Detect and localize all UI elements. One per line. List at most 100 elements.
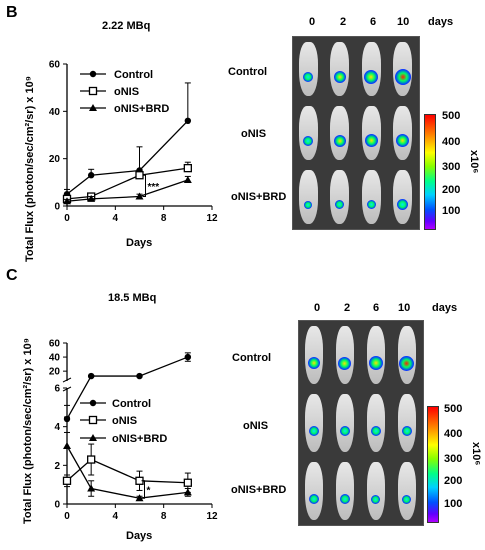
legend-marker-control [89, 70, 97, 78]
day-label: 10 [397, 16, 410, 28]
row-label-control-b: Control [228, 66, 268, 78]
colorbar-tick: 100 [442, 205, 461, 217]
row-label-onis-brd-b: oNIS+BRD [231, 191, 287, 203]
mouse-silhouette [361, 42, 381, 96]
mouse-silhouette [304, 462, 324, 520]
day-label: 2 [344, 302, 351, 314]
colorbar-tick: 500 [444, 403, 463, 415]
legend-label-onis-b: oNIS [114, 86, 140, 98]
day-label: 2 [340, 16, 347, 28]
tumor-signal [397, 199, 409, 211]
legend-marker-onis-brd [89, 104, 97, 111]
day-label: 6 [370, 16, 377, 28]
tumor-signal [371, 494, 381, 504]
tumor-signal [368, 356, 383, 371]
data-point-onis-brd [63, 197, 71, 205]
chart-title-c: 18.5 MBq [108, 292, 157, 304]
tumor-signal [399, 355, 415, 371]
data-point-onis [183, 163, 192, 173]
mouse-silhouette [298, 170, 318, 224]
mouse-silhouette [335, 394, 355, 452]
tumor-signal [308, 426, 319, 437]
series-line-onis-brd [66, 445, 188, 499]
legend-label-control-c: Control [112, 398, 152, 410]
series-line-control [66, 356, 189, 420]
mouse-silhouette [397, 326, 417, 384]
series-line-control [66, 120, 189, 195]
data-point-onis-brd [63, 442, 71, 449]
mouse-silhouette [298, 106, 318, 160]
x-tick-label: 12 [206, 511, 218, 522]
row-label-onis-c: oNIS [243, 420, 269, 432]
data-point-control [136, 372, 143, 380]
tumor-signal [396, 134, 410, 148]
colorbar-tick: 100 [444, 498, 463, 510]
legend-label-onis-brd-c: oNIS+BRD [112, 433, 168, 445]
significance-label: *** [148, 182, 160, 193]
series-line-onis [66, 167, 188, 200]
mouse-silhouette [393, 170, 413, 224]
day-label: 0 [309, 16, 316, 28]
y-tick-label: 20 [49, 154, 61, 165]
y-tick-label: 60 [49, 339, 61, 350]
panel-letter-b: B [6, 4, 18, 21]
mouse-silhouette [397, 462, 417, 520]
row-label-control-c: Control [232, 352, 272, 364]
row-label-onis-b: oNIS [241, 128, 267, 140]
flux-chart-b: 0 20 40 60 0 4 8 12 *** [49, 60, 218, 225]
mouse-silhouette [330, 170, 350, 224]
colorbar-unit-b: x10⁶ [468, 150, 480, 174]
mouse-silhouette [366, 462, 386, 520]
tumor-signal [308, 494, 319, 505]
x-tick-label: 4 [113, 511, 119, 522]
tumor-signal [339, 426, 350, 437]
x-axis-label-c: Days [126, 530, 153, 542]
mouse-silhouette [335, 462, 355, 520]
mouse-silhouette [361, 170, 381, 224]
row-label-onis-brd-c: oNIS+BRD [231, 484, 287, 496]
data-point-onis-brd [87, 194, 96, 202]
y-tick-label: 0 [54, 202, 60, 213]
y-tick-label: 2 [54, 461, 60, 472]
data-point-onis-brd [183, 175, 192, 183]
data-point-onis [183, 478, 192, 487]
y-tick-label: 6 [54, 384, 60, 395]
colorbar-tick: 400 [444, 428, 463, 440]
tumor-signal [303, 135, 314, 146]
day-label: 6 [373, 302, 380, 314]
bioluminescence-image-c [298, 320, 424, 526]
day-label: 10 [398, 302, 411, 314]
x-axis-label-b: Days [126, 237, 153, 249]
mouse-silhouette [393, 106, 413, 160]
data-point-onis-brd [183, 488, 192, 496]
flux-chart-c: 0 2 4 6 20 40 60 0 4 8 12 * [49, 339, 218, 523]
colorbar-tick: 300 [442, 161, 461, 173]
tumor-signal [304, 200, 313, 209]
legend-marker-onis-brd [89, 434, 97, 441]
legend-marker-control [89, 399, 97, 407]
y-tick-label: 40 [49, 107, 61, 118]
mouse-silhouette [361, 106, 381, 160]
day-label: 0 [314, 302, 321, 314]
y-tick-label: 0 [54, 500, 60, 511]
mouse-silhouette [366, 394, 386, 452]
axis-break-mark [62, 386, 72, 392]
tumor-signal [307, 357, 320, 370]
colorbar-unit-c: x10⁶ [470, 442, 482, 466]
data-point-onis [87, 455, 96, 464]
tumor-signal [364, 134, 378, 148]
tumor-signal [303, 71, 314, 82]
tumor-signal [366, 200, 376, 210]
data-point-control [184, 353, 192, 361]
data-point-control [184, 117, 192, 125]
series-line-onis-brd [66, 179, 189, 202]
colorbar-c [427, 406, 439, 523]
mouse-silhouette [298, 42, 318, 96]
y-tick-label: 40 [49, 353, 61, 364]
x-tick-label: 12 [206, 213, 218, 224]
x-tick-label: 8 [161, 213, 167, 224]
data-point-onis-brd [135, 192, 144, 200]
colorbar-tick: 200 [444, 475, 463, 487]
mouse-silhouette [397, 394, 417, 452]
legend-label-onis-c: oNIS [112, 415, 138, 427]
